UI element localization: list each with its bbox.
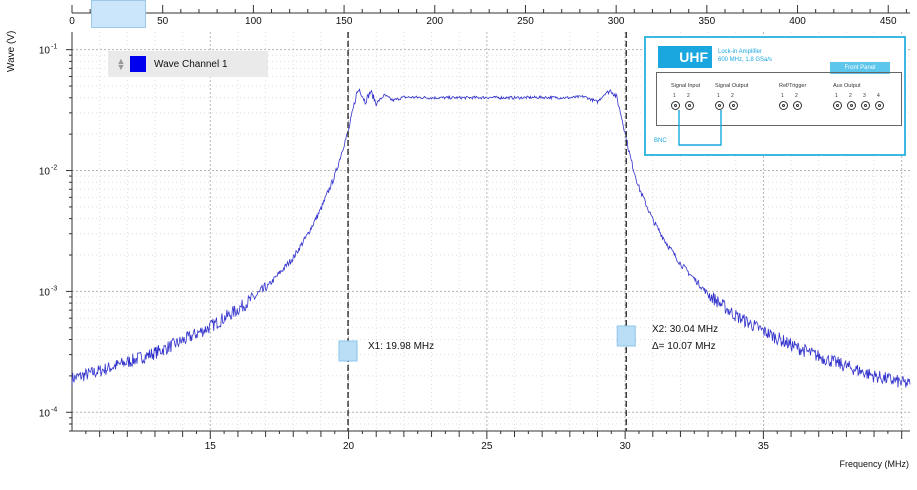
- reorder-icon[interactable]: ▲ ▼: [116, 56, 126, 72]
- x-tick-label: 15: [205, 441, 217, 452]
- overview-tick-label: 50: [157, 16, 169, 27]
- y-tick-label: 10: [39, 46, 51, 57]
- bnc-label: BNC: [654, 138, 667, 144]
- group-signal-output: Signal Output: [715, 83, 749, 89]
- front-panel-button[interactable]: Front Panel: [830, 62, 890, 74]
- overview-tick-label: 200: [426, 16, 443, 27]
- legend-swatch[interactable]: [130, 56, 146, 72]
- device-subtitle-line-1: Lock-in Amplifier: [718, 49, 763, 55]
- device-panel-frame: Signal Input Signal Output Ref/Trigger A…: [656, 72, 902, 126]
- legend-label: Wave Channel 1: [154, 58, 228, 70]
- group-ref-trigger: Ref/Trigger: [779, 83, 807, 89]
- device-brand: UHF: [658, 46, 712, 68]
- bnc-connector-icon: [833, 101, 842, 110]
- bnc-connector-icon: [779, 101, 788, 110]
- bnc-connector-icon: [861, 101, 870, 110]
- group-signal-input: Signal Input: [671, 83, 701, 89]
- port-number: 3: [863, 93, 866, 99]
- bnc-connector-icon: [847, 101, 856, 110]
- x-tick-label: 30: [620, 441, 632, 452]
- device-subtitle: Lock-in Amplifier 600 MHz, 1.8 GSa/s: [718, 48, 772, 64]
- overview-tick-label: 350: [699, 16, 716, 27]
- cursor-handle-x1[interactable]: [338, 340, 358, 362]
- overview-tick-label: 300: [608, 16, 625, 27]
- bnc-connector-icon: [875, 101, 884, 110]
- port-number: 1: [717, 93, 720, 99]
- cursor-x1-label: X1: 19.98 MHz: [368, 341, 435, 352]
- x-tick-label: 35: [758, 441, 770, 452]
- cursor-delta-label: Δ= 10.07 MHz: [652, 341, 716, 352]
- y-axis-label: Wave (V): [6, 30, 17, 72]
- y-tick-exponent: -1: [51, 44, 57, 51]
- y-tick-exponent: -4: [51, 406, 57, 413]
- bnc-connector-icon: [685, 101, 694, 110]
- device-front-panel: UHF Lock-in Amplifier 600 MHz, 1.8 GSa/s…: [644, 36, 906, 156]
- series-line-wave-channel-1: [71, 87, 911, 388]
- port-number: 2: [687, 93, 690, 99]
- overview-tick-label: 400: [789, 16, 806, 27]
- cursor-handle-x2[interactable]: [616, 325, 636, 347]
- port-number: 2: [849, 93, 852, 99]
- y-tick-label: 10: [39, 167, 51, 178]
- x-tick-label: 20: [343, 441, 355, 452]
- cursor-x2-label: X2: 30.04 MHz: [652, 324, 719, 335]
- overview-tick-label: 150: [336, 16, 353, 27]
- y-tick-exponent: -3: [51, 285, 57, 292]
- bnc-connector-icon: [729, 101, 738, 110]
- overview-tick-label: 250: [517, 16, 534, 27]
- x-axis-label: Frequency (MHz): [839, 459, 909, 469]
- port-number: 1: [673, 93, 676, 99]
- y-tick-label: 10: [39, 287, 51, 298]
- port-number: 2: [731, 93, 734, 99]
- overview-tick-label: 100: [245, 16, 262, 27]
- group-aux-output: Aux Output: [833, 83, 861, 89]
- port-number: 2: [795, 93, 798, 99]
- x-tick-label: 25: [481, 441, 493, 452]
- port-number: 1: [835, 93, 838, 99]
- overview-range-thumb[interactable]: [91, 0, 146, 28]
- device-subtitle-line-2: 600 MHz, 1.8 GSa/s: [718, 57, 773, 63]
- port-number: 1: [781, 93, 784, 99]
- bnc-connector-icon: [715, 101, 724, 110]
- y-tick-label: 10: [39, 408, 51, 419]
- legend: ▲ ▼ Wave Channel 1: [108, 51, 268, 77]
- bnc-connector-icon: [793, 101, 802, 110]
- overview-tick-label: 0: [69, 16, 75, 27]
- bnc-cable: [678, 110, 722, 146]
- bnc-connector-icon: [671, 101, 680, 110]
- y-tick-exponent: -2: [51, 165, 57, 172]
- overview-tick-label: 450: [880, 16, 897, 27]
- port-number: 4: [877, 93, 880, 99]
